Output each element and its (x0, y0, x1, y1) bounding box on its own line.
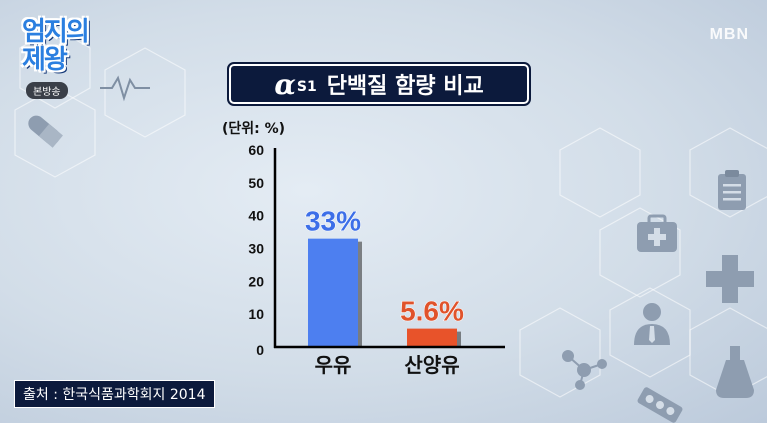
hexagon-outline (689, 307, 767, 398)
doctor-icon (634, 303, 670, 345)
title-text: 단백질 함량 비교 (326, 74, 484, 99)
y-tick-label: 30 (248, 241, 264, 257)
title-subscript: S1 (296, 79, 317, 95)
y-tick-label: 50 (248, 175, 264, 191)
bar-cow-milk (308, 238, 358, 347)
y-tick-label: 20 (248, 273, 264, 289)
x-category-label: 우유 (315, 353, 352, 377)
molecule-icon (562, 350, 607, 390)
y-tick-label: 0 (256, 342, 264, 358)
hexagon-outline (689, 127, 767, 218)
pill-icon (28, 115, 63, 148)
y-tick-label: 10 (248, 306, 264, 322)
pill-pack-icon (637, 387, 683, 423)
hexagon-outline (599, 207, 681, 298)
x-category-label: 산양유 (404, 353, 459, 377)
chart-title: α S1 단백질 함량 비교 (227, 62, 531, 106)
broadcast-badge: 본방송 (26, 82, 68, 99)
hexagon-outline (519, 307, 601, 398)
show-logo-text: 엄지의 제왕 (22, 17, 90, 75)
bar-goat-milk (407, 328, 457, 347)
medical-kit-icon (637, 214, 677, 252)
show-logo: 엄지의 제왕 본방송 (18, 8, 110, 99)
hexagon-outline (19, 27, 91, 109)
medical-cross-icon (706, 255, 754, 303)
title-alpha-symbol: α (274, 67, 296, 101)
data-label: 33% (305, 206, 361, 237)
clipboard-icon (718, 170, 746, 210)
flask-icon (716, 346, 754, 398)
y-tick-label: 60 (248, 142, 264, 158)
y-tick-label: 40 (248, 208, 264, 224)
data-label: 5.6% (400, 296, 464, 327)
source-caption: 출처 : 한국식품과학회지 2014 (14, 380, 215, 408)
heartbeat-icon (100, 75, 150, 102)
broadcaster-logo: MBN (709, 26, 749, 43)
hexagon-outline (559, 127, 641, 218)
unit-label: (단위: %) (222, 121, 286, 137)
hexagon-outline (104, 47, 186, 138)
